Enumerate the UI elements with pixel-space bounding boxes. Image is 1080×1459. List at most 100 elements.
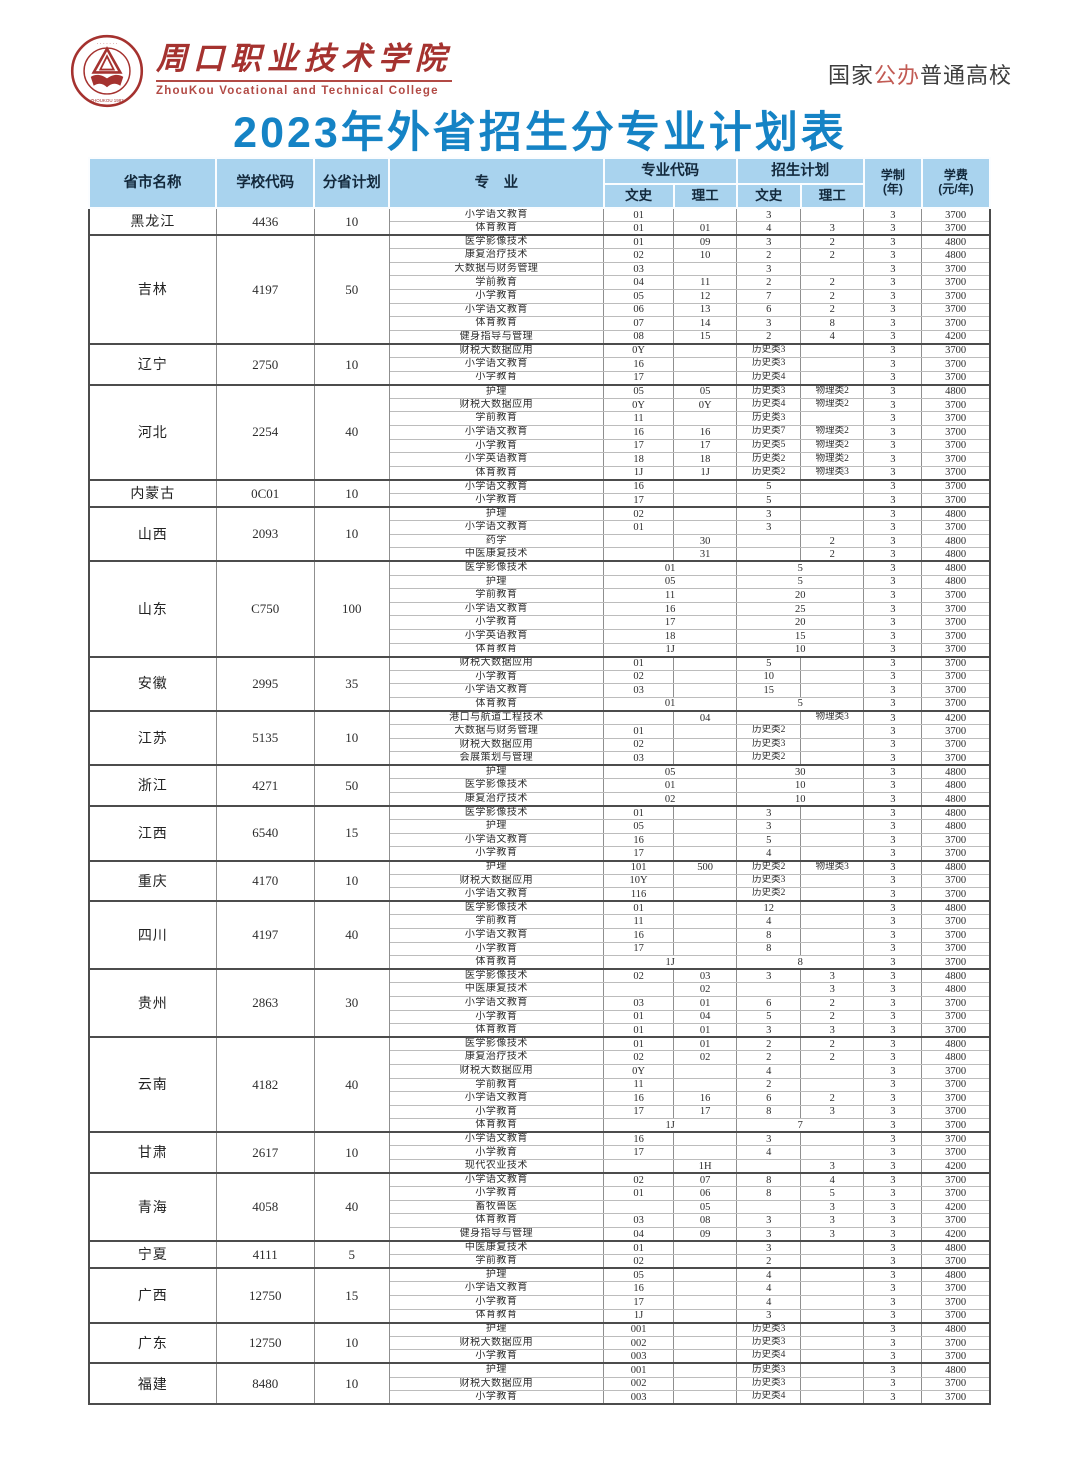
major-cell: 小学语文教育 — [388, 1091, 605, 1106]
plan-wen-cell: 15 — [736, 683, 802, 698]
plan-li-cell: 2 — [800, 302, 865, 318]
badge-highlight: 公办 — [873, 63, 920, 88]
years-cell: 3 — [863, 1321, 923, 1337]
major-cell: 小学语文教育 — [388, 832, 605, 848]
major-cell: 中医康复技术 — [388, 547, 605, 562]
major-cell: 学前教育 — [388, 275, 605, 291]
province-cell: 吉林 — [88, 234, 217, 345]
code-li-cell — [673, 1077, 738, 1093]
plan-wen-cell: 历史类3 — [736, 342, 802, 359]
fee-cell: 4800 — [921, 805, 991, 821]
plan-wen-cell: 3 — [736, 1023, 802, 1038]
code-li-cell — [673, 1390, 738, 1405]
table-row: 现代农业技术 1H 3 3 4200 — [89, 1159, 991, 1174]
fee-cell: 4800 — [921, 982, 991, 997]
code-wen-cell: 02 — [603, 1172, 675, 1188]
fee-cell: 3700 — [921, 832, 991, 848]
plan-wen-cell: 5 — [736, 478, 802, 494]
code-wen-cell: 05 — [603, 383, 675, 399]
code-wen-cell: 02 — [603, 737, 675, 753]
plan-wen-cell: 5 — [736, 655, 802, 671]
province-cell: 安徽 — [88, 655, 217, 712]
major-cell: 小学教育 — [388, 289, 605, 304]
code-wen-cell: 002 — [603, 1335, 675, 1351]
table-row: 体育教育 01 5 3 3700 — [89, 696, 991, 712]
years-cell: 3 — [863, 792, 923, 807]
code-cell: 1J — [603, 955, 738, 970]
code-wen-cell: 02 — [603, 248, 675, 263]
province-cell: 重庆 — [88, 859, 217, 902]
fee-cell: 4800 — [921, 1362, 991, 1378]
plan-wen-cell: 4 — [736, 1295, 802, 1310]
fee-cell: 3700 — [921, 357, 991, 372]
years-cell: 3 — [863, 982, 923, 997]
fee-cell: 4200 — [921, 1227, 991, 1242]
fee-cell: 4800 — [921, 574, 991, 590]
code-li-cell: 06 — [673, 1186, 738, 1201]
code-wen-cell: 17 — [603, 370, 675, 386]
years-cell: 3 — [863, 289, 923, 304]
code-li-cell — [673, 927, 738, 943]
major-cell: 学前教育 — [388, 411, 605, 426]
province-plan-cell: 40 — [313, 383, 390, 481]
major-cell: 护理 — [388, 1362, 605, 1378]
table-row: 小学教育 17 8 3 3700 — [89, 941, 991, 957]
plan-li-cell — [800, 873, 865, 889]
years-cell: 3 — [863, 709, 923, 726]
code-li-cell: 17 — [673, 438, 738, 454]
years-cell: 3 — [863, 438, 923, 454]
fee-cell: 3700 — [921, 342, 991, 359]
code-li-cell: 14 — [673, 316, 738, 331]
code-wen-cell — [603, 547, 675, 562]
plan-wen-cell: 7 — [736, 289, 802, 304]
school-name: 周口职业技术学院 — [156, 41, 452, 76]
code-li-cell — [673, 1254, 738, 1269]
plan-wen-cell: 12 — [736, 900, 802, 916]
fee-cell: 3700 — [921, 1091, 991, 1106]
major-cell: 护理 — [388, 383, 605, 399]
public-school-badge: 国家公办普通高校 — [828, 58, 1012, 90]
table-row: 小学语文教育 16 16 历史类7 物理类2 3 3700 — [89, 425, 991, 440]
major-cell: 医学影像技术 — [388, 900, 605, 916]
code-wen-cell: 003 — [603, 1390, 675, 1405]
fee-cell: 4800 — [921, 234, 991, 250]
code-li-cell: 12 — [673, 289, 738, 304]
plan-li-cell: 物理类2 — [800, 383, 865, 399]
code-wen-cell — [603, 1159, 675, 1174]
plan-li-cell: 物理类3 — [800, 709, 865, 726]
fee-cell: 3700 — [921, 1308, 991, 1324]
code-li-cell — [673, 1063, 738, 1079]
code-li-cell: 03 — [673, 968, 738, 984]
plan-wen-cell: 3 — [736, 506, 802, 522]
fee-cell: 4800 — [921, 859, 991, 875]
major-cell: 健身指导与管理 — [388, 1227, 605, 1242]
years-cell: 3 — [863, 601, 923, 617]
years-cell: 3 — [863, 1063, 923, 1079]
code-li-cell — [673, 683, 738, 698]
table-row: 健身指导与管理 08 15 2 4 3 4200 — [89, 329, 991, 345]
plan-wen-cell: 2 — [736, 1036, 802, 1052]
table-row: 体育教育 07 14 3 8 3 3700 — [89, 316, 991, 331]
code-wen-cell: 07 — [603, 316, 675, 331]
school-code-cell: 4271 — [215, 764, 315, 807]
province-plan-cell: 15 — [313, 1267, 390, 1324]
plan-li-cell: 5 — [800, 1186, 865, 1201]
major-cell: 小学教育 — [388, 438, 605, 454]
plan-li-cell — [800, 1376, 865, 1392]
plan-li-cell: 4 — [800, 1172, 865, 1188]
table-row: 体育教育 01 01 3 3 3 3700 — [89, 1023, 991, 1038]
major-cell: 财税大数据应用 — [388, 737, 605, 753]
fee-cell: 4800 — [921, 819, 991, 834]
years-cell: 3 — [863, 533, 923, 549]
plan-wen-cell: 历史类3 — [736, 873, 802, 889]
table-row: 学前教育 11 历史类3 3 3700 — [89, 411, 991, 426]
code-cell: 01 — [603, 778, 738, 794]
plan-li-cell — [800, 669, 865, 685]
table-row: 云南 4182 40 医学影像技术 01 01 2 2 3 4800 — [88, 1036, 991, 1133]
fee-cell: 3700 — [921, 941, 991, 957]
years-cell: 3 — [863, 669, 923, 685]
code-wen-cell: 02 — [603, 1254, 675, 1269]
years-cell: 3 — [863, 574, 923, 590]
major-cell: 体育教育 — [388, 316, 605, 331]
code-cell: 05 — [603, 574, 738, 590]
